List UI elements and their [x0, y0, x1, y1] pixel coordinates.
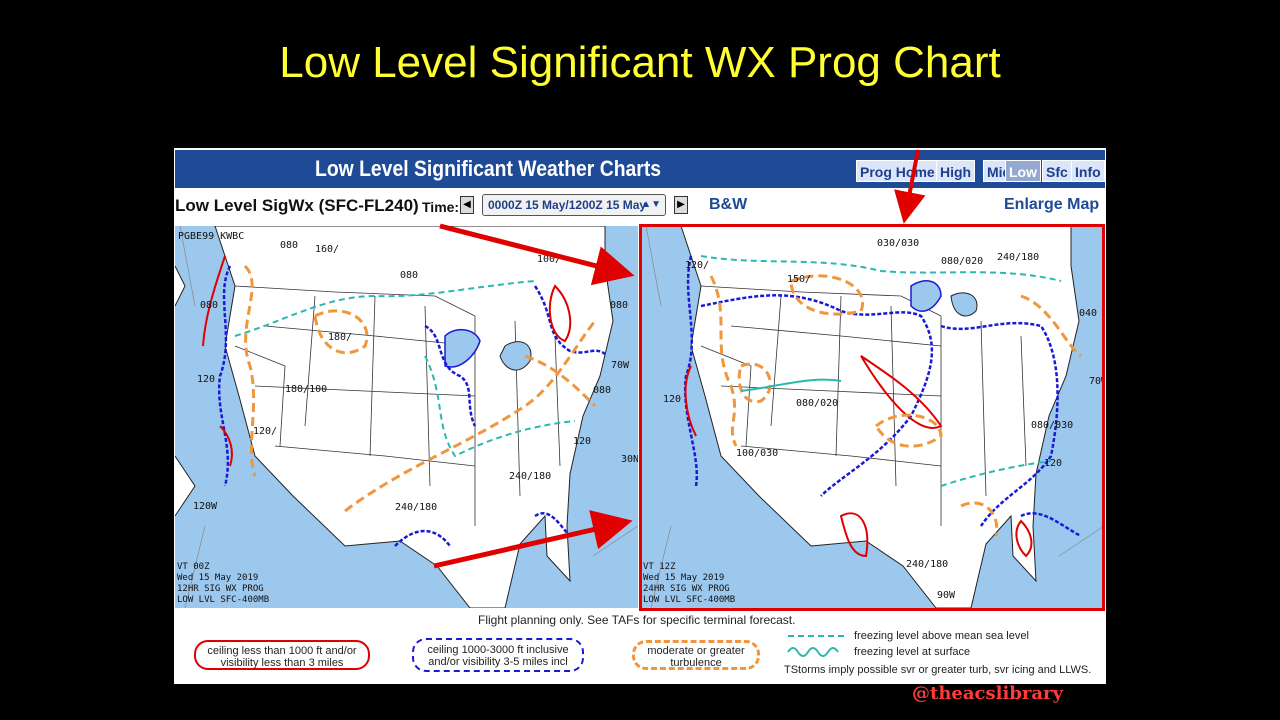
- legend-note: Flight planning only. See TAFs for speci…: [478, 613, 796, 627]
- left-label-3: 080: [400, 270, 419, 281]
- left-label-8: 120: [197, 374, 216, 385]
- legend-freezing-symbols: [787, 635, 844, 657]
- right-label-8: 120: [663, 394, 682, 405]
- time-label: Time:: [422, 199, 460, 215]
- enlarge-map-link[interactable]: Enlarge Map: [1004, 196, 1100, 213]
- bw-link[interactable]: B&W: [709, 196, 748, 213]
- right-info-line: 24HR SIG WX PROG: [643, 584, 730, 594]
- time-next-button[interactable]: ▶: [674, 196, 688, 214]
- right-info-line: VT 12Z: [643, 562, 676, 572]
- right-label-10: 080/030: [1031, 420, 1074, 431]
- right-map-graphics: [645, 226, 1104, 608]
- panel-title: Low Level Significant Weather Charts: [315, 156, 662, 181]
- right-label-13: 70W: [1089, 376, 1104, 387]
- legend-mvfr: ceiling 1000-3000 ft inclusive and/or vi…: [412, 638, 584, 672]
- nav-low-button[interactable]: Low: [1005, 160, 1041, 182]
- time-prev-button[interactable]: ◀: [460, 196, 474, 214]
- right-map-info: VT 12Z Wed 15 May 2019 24HR SIG WX PROG LOW…: [643, 562, 735, 606]
- nav-sfc-button[interactable]: Sfc: [1042, 160, 1072, 182]
- left-label-17: 70W: [611, 360, 630, 371]
- right-label-9: 100/030: [736, 448, 779, 459]
- time-select[interactable]: 0000Z 15 May/1200Z 15 May ▲▼: [482, 194, 666, 216]
- arrow-top: [894, 149, 926, 224]
- left-label-10: 120/: [253, 426, 278, 437]
- right-label-4: 120/: [685, 260, 710, 271]
- left-info-line: LOW LVL SFC-400MB: [177, 595, 270, 605]
- left-label-5: 080: [200, 300, 219, 311]
- nav-info-button[interactable]: Info: [1071, 160, 1105, 182]
- left-label-6: 080: [610, 300, 629, 311]
- nav-prog-home-button[interactable]: Prog Home: [856, 160, 939, 182]
- left-label-13: 240/180: [509, 471, 552, 482]
- left-label-1: 080: [280, 240, 299, 251]
- time-select-value: 0000Z 15 May/1200Z 15 May: [488, 198, 647, 212]
- left-label-9: 180/100: [285, 384, 328, 395]
- left-label-12: 120: [573, 436, 592, 447]
- right-label-6: 040: [1079, 308, 1098, 319]
- right-prog-map[interactable]: 030/030 080/020 240/180 120/ 150/ 040 08…: [641, 226, 1104, 608]
- right-info-line: LOW LVL SFC-400MB: [643, 595, 736, 605]
- product-label: Low Level SigWx (SFC-FL240): [175, 196, 419, 215]
- right-label-7: 080/020: [796, 398, 839, 409]
- legend: Flight planning only. See TAFs for speci…: [174, 610, 1106, 684]
- left-map-info: VT 00Z Wed 15 May 2019 12HR SIG WX PROG LOW…: [177, 562, 269, 606]
- right-label-11: 120: [1044, 458, 1063, 469]
- arrow-lower: [433, 510, 633, 569]
- left-info-line: VT 00Z: [177, 562, 210, 572]
- legend-freezing-sfc: freezing level at surface: [854, 646, 971, 658]
- panel-header: Low Level Significant Weather Charts Pro…: [175, 150, 1105, 188]
- left-label-16: 30N: [621, 454, 638, 465]
- right-info-line: Wed 15 May 2019: [643, 573, 725, 583]
- left-label-11: 080: [593, 385, 612, 396]
- left-prog-map[interactable]: PGBE99 KWBC 080 160/ 080 100/ 080 080 18…: [175, 226, 638, 608]
- left-info-line: 12HR SIG WX PROG: [177, 584, 264, 594]
- slide-title: Low Level Significant WX Prog Chart: [279, 38, 1001, 87]
- right-label-2: 080/020: [941, 256, 984, 267]
- left-info-line: Wed 15 May 2019: [177, 573, 259, 583]
- left-map-graphics: [175, 226, 638, 608]
- right-label-12: 240/180: [906, 559, 949, 570]
- watermark: @theacslibrary: [912, 683, 1063, 704]
- right-label-14: 90W: [937, 590, 956, 601]
- right-label-5: 150/: [787, 274, 812, 285]
- arrow-upper: [439, 223, 635, 286]
- spinner-icon: ▲▼: [641, 199, 661, 210]
- left-label-4: 100/: [537, 254, 562, 265]
- right-label-1: 030/030: [877, 238, 920, 249]
- left-label-2: 160/: [315, 244, 340, 255]
- legend-freezing-msl: freezing level above mean sea level: [854, 630, 1029, 642]
- legend-turbulence: moderate or greater turbulence: [632, 640, 760, 670]
- legend-ifr: ceiling less than 1000 ft and/or visibil…: [194, 640, 370, 670]
- legend-tstorms: TStorms imply possible svr or greater tu…: [784, 664, 1092, 676]
- left-label-7: 180/: [328, 332, 353, 343]
- left-label-15: 120W: [193, 501, 218, 512]
- nav-high-button[interactable]: High: [936, 160, 976, 182]
- left-header-code: PGBE99 KWBC: [178, 231, 245, 242]
- right-label-3: 240/180: [997, 252, 1040, 263]
- left-label-14: 240/180: [395, 502, 438, 513]
